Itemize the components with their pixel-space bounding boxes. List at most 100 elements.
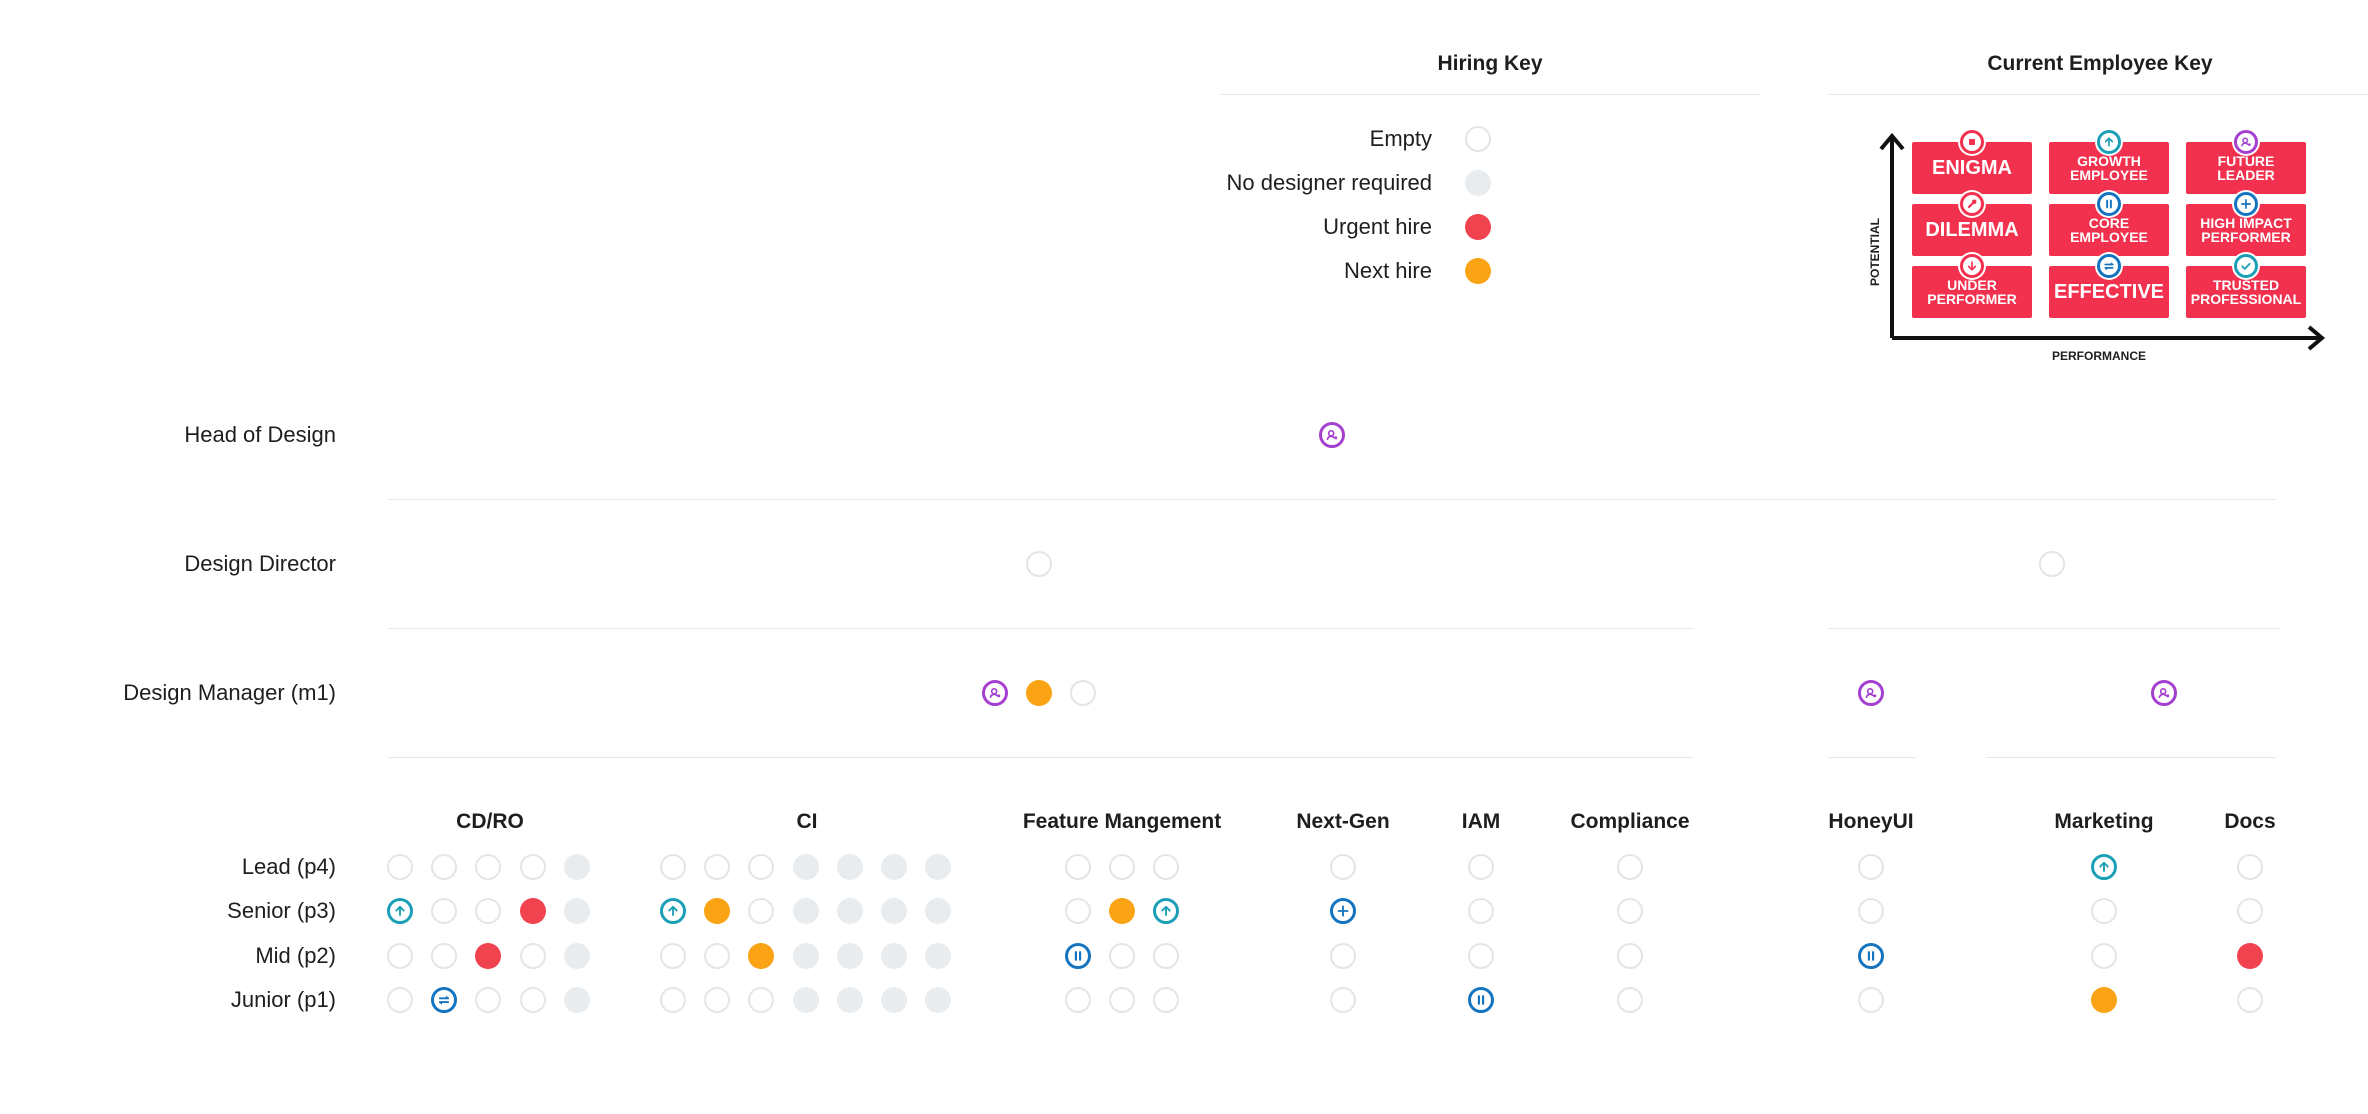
empty-slot bbox=[2237, 898, 2263, 924]
arrow-up-icon bbox=[2097, 130, 2121, 154]
matrix-cell-label: ENIGMA bbox=[1932, 157, 2012, 179]
performance-axis-label: PERFORMANCE bbox=[2052, 349, 2147, 363]
team-label: IAM bbox=[1461, 810, 1501, 833]
next-hire-slot bbox=[1026, 680, 1052, 706]
next-hire-slot bbox=[1465, 258, 1491, 284]
arrow-up-icon bbox=[1153, 898, 1180, 924]
team-label: CD/RO bbox=[456, 810, 524, 833]
empty-slot bbox=[704, 943, 731, 969]
empty-slot bbox=[748, 854, 775, 880]
role-label: Design Director bbox=[184, 551, 336, 576]
empty-slot bbox=[387, 987, 413, 1013]
hiring-key-label: Empty bbox=[1369, 126, 1432, 151]
empty-slot bbox=[1153, 854, 1180, 880]
empty-slot bbox=[2091, 943, 2117, 969]
empty-slot bbox=[431, 898, 458, 924]
matrix-cell-label: TRUSTED PROFESSIONAL bbox=[2190, 277, 2302, 307]
no-designer-slot bbox=[792, 943, 819, 969]
hiring-key-divider bbox=[1220, 94, 1760, 95]
empty-slot bbox=[387, 854, 413, 880]
row-divider bbox=[1828, 628, 2280, 629]
team-label: Feature Mangement bbox=[1022, 810, 1222, 833]
no-designer-slot bbox=[792, 987, 819, 1013]
matrix-cell: DILEMMA bbox=[1912, 204, 2032, 256]
no-designer-slot bbox=[881, 898, 907, 924]
no-designer-slot bbox=[881, 987, 907, 1013]
level-label: Junior (p1) bbox=[230, 987, 336, 1012]
level-label: Mid (p2) bbox=[255, 943, 336, 968]
future-leader-icon bbox=[1858, 680, 1884, 706]
empty-slot bbox=[431, 854, 458, 880]
no-designer-slot bbox=[881, 943, 907, 969]
empty-slot bbox=[1617, 854, 1643, 880]
hiring-key-label: Urgent hire bbox=[1323, 214, 1432, 239]
pause-icon bbox=[1468, 987, 1494, 1013]
empty-slot bbox=[1109, 854, 1136, 880]
row-divider bbox=[1986, 757, 2276, 758]
future-leader-icon bbox=[2234, 130, 2258, 154]
future-leader-icon bbox=[2151, 680, 2177, 706]
row-divider bbox=[388, 499, 2276, 500]
empty-slot bbox=[1858, 898, 1884, 924]
no-designer-slot bbox=[881, 854, 907, 880]
row-divider bbox=[1828, 757, 1916, 758]
empty-slot bbox=[1153, 987, 1180, 1013]
empty-slot bbox=[475, 854, 502, 880]
pause-icon bbox=[1065, 943, 1091, 969]
empty-slot bbox=[475, 987, 502, 1013]
potential-axis-label: POTENTIAL bbox=[1868, 218, 1882, 286]
empty-slot bbox=[1617, 898, 1643, 924]
no-designer-slot bbox=[836, 854, 863, 880]
urgent-hire-slot bbox=[519, 898, 546, 924]
empty-slot bbox=[1468, 854, 1494, 880]
empty-slot bbox=[1330, 854, 1356, 880]
no-designer-slot bbox=[792, 898, 819, 924]
no-designer-slot bbox=[925, 943, 952, 969]
team-label: Next-Gen bbox=[1296, 810, 1390, 833]
check-icon bbox=[2234, 254, 2258, 278]
empty-slot bbox=[387, 943, 413, 969]
team-label: HoneyUI bbox=[1828, 810, 1914, 833]
matrix-cell-label: CORE EMPLOYEE bbox=[2070, 215, 2148, 245]
no-designer-slot bbox=[563, 898, 590, 924]
empty-slot bbox=[2039, 551, 2065, 577]
empty-slot bbox=[519, 943, 546, 969]
future-leader-icon bbox=[1319, 422, 1345, 448]
employee-key-divider bbox=[1828, 94, 2368, 95]
role-label: Head of Design bbox=[184, 422, 336, 447]
empty-slot bbox=[660, 943, 686, 969]
urgent-hire-slot bbox=[475, 943, 502, 969]
empty-slot bbox=[1465, 126, 1491, 152]
next-hire-slot bbox=[704, 898, 731, 924]
matrix-cell-label: FUTURE LEADER bbox=[2217, 153, 2275, 183]
matrix-cell-label: DILEMMA bbox=[1925, 219, 2019, 241]
level-label: Senior (p3) bbox=[227, 898, 336, 923]
hiring-key-label: No designer required bbox=[1226, 170, 1432, 195]
empty-slot bbox=[2091, 898, 2117, 924]
empty-slot bbox=[1468, 898, 1494, 924]
no-designer-slot bbox=[563, 987, 590, 1013]
empty-slot bbox=[1065, 854, 1091, 880]
no-designer-slot bbox=[836, 987, 863, 1013]
future-leader-icon bbox=[982, 680, 1008, 706]
empty-slot bbox=[660, 854, 686, 880]
matrix-axes bbox=[1879, 132, 2326, 351]
empty-slot bbox=[1617, 987, 1643, 1013]
no-designer-slot bbox=[792, 854, 819, 880]
matrix-cell: TRUSTED PROFESSIONAL bbox=[2186, 266, 2306, 318]
empty-slot bbox=[1858, 854, 1884, 880]
exchange-icon bbox=[2097, 254, 2121, 278]
plus-icon bbox=[1330, 898, 1356, 924]
matrix-cell-label: UNDER PERFORMER bbox=[1927, 277, 2017, 307]
next-hire-slot bbox=[1109, 898, 1136, 924]
empty-slot bbox=[660, 987, 686, 1013]
empty-slot bbox=[2237, 987, 2263, 1013]
empty-slot bbox=[748, 987, 775, 1013]
empty-slot bbox=[748, 898, 775, 924]
next-hire-slot bbox=[2091, 987, 2117, 1013]
stop-icon bbox=[1960, 130, 1984, 154]
team-label: Marketing bbox=[2054, 810, 2154, 833]
wrench-icon bbox=[1960, 192, 1984, 216]
matrix-cell-label: GROWTH EMPLOYEE bbox=[2070, 153, 2148, 183]
